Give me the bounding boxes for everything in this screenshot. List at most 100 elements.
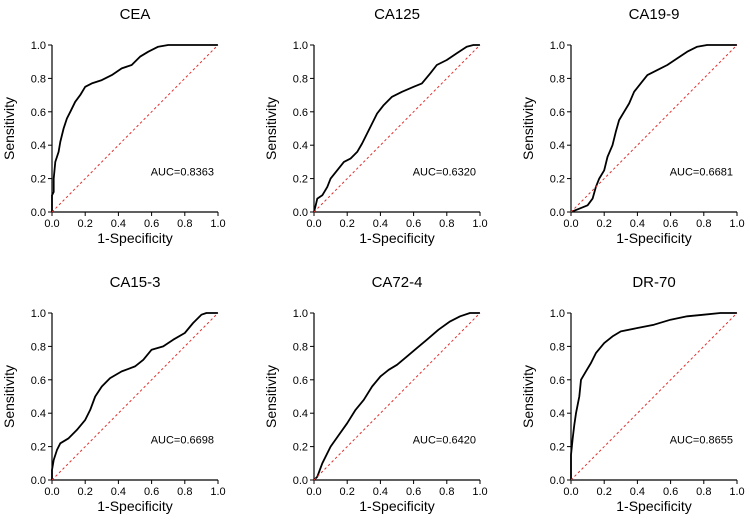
roc-panel-5: DR-70 0.0 0.2 0.4 0.6 0.8 1.0 0.0 0.2 0.4 0.6 0.8 1.…: [520, 274, 745, 514]
x-tick-label: 0.6: [406, 218, 421, 230]
roc-panel-4: CA72-4 0.0 0.2 0.4 0.6 0.8 1.0 0.0 0.2 0.4 0.6 0.8 1…: [263, 274, 488, 514]
x-tick-label: 0.2: [340, 486, 355, 498]
x-tick-label: 0.8: [696, 218, 711, 230]
x-tick-label: 0.4: [111, 218, 126, 230]
y-tick-label: 0.4: [293, 140, 308, 152]
roc-curve-line: [51, 312, 218, 480]
y-tick-label: 0.2: [31, 174, 46, 186]
x-axis-label: 1-Specificity: [616, 230, 691, 246]
auc-annotation: AUC=0.8363: [151, 166, 214, 178]
roc-curve-line: [570, 44, 737, 213]
x-tick-label: 0.2: [340, 218, 355, 230]
x-tick-label: 0.4: [111, 486, 126, 498]
y-tick-label: 0.8: [31, 341, 46, 353]
y-tick-label: 0.0: [293, 207, 308, 219]
auc-annotation: AUC=0.6320: [413, 166, 476, 178]
x-tick-label: 0.6: [144, 486, 159, 498]
x-tick-label: 0.2: [597, 486, 612, 498]
y-tick-label: 0.4: [31, 140, 46, 152]
y-axis-label: Sensitivity: [263, 97, 279, 160]
chart-title: DR-70: [632, 274, 675, 291]
auc-annotation: AUC=0.6420: [413, 434, 476, 446]
y-tick-label: 1.0: [293, 308, 308, 320]
roc-curve-line: [313, 312, 480, 481]
x-tick-label: 1.0: [472, 218, 487, 230]
roc-panel-2: CA19-9 0.0 0.2 0.4 0.6 0.8 1.0 0.0 0.2 0.4 0.6 0.8 1…: [520, 6, 745, 246]
y-tick-label: 0.4: [550, 408, 565, 420]
x-tick-label: 1.0: [729, 486, 744, 498]
y-tick-label: 0.0: [293, 475, 308, 487]
y-tick-label: 0.4: [293, 408, 308, 420]
y-tick-label: 0.4: [550, 140, 565, 152]
y-tick-label: 0.6: [550, 107, 565, 119]
x-tick-label: 0.8: [696, 486, 711, 498]
y-tick-label: 0.2: [550, 174, 565, 186]
y-tick-label: 0.6: [550, 375, 565, 387]
y-axis-label: Sensitivity: [1, 97, 17, 160]
x-tick-label: 0.4: [373, 486, 388, 498]
reference-diagonal-line: [570, 44, 738, 213]
x-tick-label: 0.0: [306, 218, 321, 230]
roc-panel-0: CEA 0.0 0.2 0.4 0.6 0.8 1.0 0.0 0.2 0.4 0.6 0.8 1.0 1…: [1, 6, 226, 246]
y-tick-label: 0.6: [31, 375, 46, 387]
reference-diagonal-line: [51, 312, 219, 481]
y-tick-label: 1.0: [31, 308, 46, 320]
x-tick-label: 0.8: [177, 486, 192, 498]
x-tick-label: 0.2: [78, 486, 93, 498]
chart-title: CA125: [374, 6, 420, 23]
y-tick-label: 1.0: [550, 40, 565, 52]
x-tick-label: 0.0: [44, 486, 59, 498]
y-axis-label: Sensitivity: [1, 365, 17, 428]
y-tick-label: 1.0: [31, 40, 46, 52]
chart-title: CA19-9: [629, 6, 680, 23]
x-tick-label: 0.8: [439, 486, 454, 498]
reference-diagonal-line: [570, 312, 738, 481]
x-axis-label: 1-Specificity: [359, 230, 434, 246]
x-tick-label: 0.4: [373, 218, 388, 230]
x-tick-label: 1.0: [210, 218, 225, 230]
auc-annotation: AUC=0.6698: [151, 434, 214, 446]
roc-panel-3: CA15-3 0.0 0.2 0.4 0.6 0.8 1.0 0.0 0.2 0.4 0.6 0.8 1…: [1, 274, 226, 514]
y-tick-label: 0.0: [31, 207, 46, 219]
x-axis-label: 1-Specificity: [97, 498, 172, 514]
y-axis-label: Sensitivity: [263, 365, 279, 428]
y-tick-label: 0.8: [31, 73, 46, 85]
y-tick-label: 0.6: [293, 107, 308, 119]
chart-title: CA15-3: [110, 274, 161, 291]
x-axis-label: 1-Specificity: [359, 498, 434, 514]
reference-diagonal-line: [313, 312, 481, 481]
y-tick-label: 0.6: [31, 107, 46, 119]
y-tick-label: 0.8: [293, 73, 308, 85]
y-tick-label: 0.2: [293, 442, 308, 454]
roc-curve-line: [51, 44, 218, 212]
x-tick-label: 0.0: [563, 218, 578, 230]
x-tick-label: 0.6: [144, 218, 159, 230]
y-tick-label: 0.2: [31, 442, 46, 454]
x-tick-label: 0.2: [78, 218, 93, 230]
x-tick-label: 0.0: [306, 486, 321, 498]
x-tick-label: 0.0: [563, 486, 578, 498]
y-tick-label: 0.2: [550, 442, 565, 454]
y-tick-label: 0.2: [293, 174, 308, 186]
y-axis-label: Sensitivity: [520, 365, 536, 428]
y-tick-label: 0.8: [293, 341, 308, 353]
x-axis-label: 1-Specificity: [97, 230, 172, 246]
y-tick-label: 0.0: [550, 475, 565, 487]
y-tick-label: 0.8: [550, 73, 565, 85]
x-tick-label: 0.8: [177, 218, 192, 230]
x-tick-label: 1.0: [210, 486, 225, 498]
auc-annotation: AUC=0.6681: [670, 166, 733, 178]
y-tick-label: 0.4: [31, 408, 46, 420]
roc-curve-line: [570, 312, 737, 480]
y-tick-label: 1.0: [293, 40, 308, 52]
x-tick-label: 0.8: [439, 218, 454, 230]
reference-diagonal-line: [51, 44, 219, 213]
x-tick-label: 0.2: [597, 218, 612, 230]
x-axis-label: 1-Specificity: [616, 498, 691, 514]
auc-annotation: AUC=0.8655: [670, 434, 733, 446]
x-tick-label: 0.4: [630, 218, 645, 230]
chart-title: CA72-4: [372, 274, 423, 291]
y-tick-label: 0.0: [31, 475, 46, 487]
x-tick-label: 0.4: [630, 486, 645, 498]
